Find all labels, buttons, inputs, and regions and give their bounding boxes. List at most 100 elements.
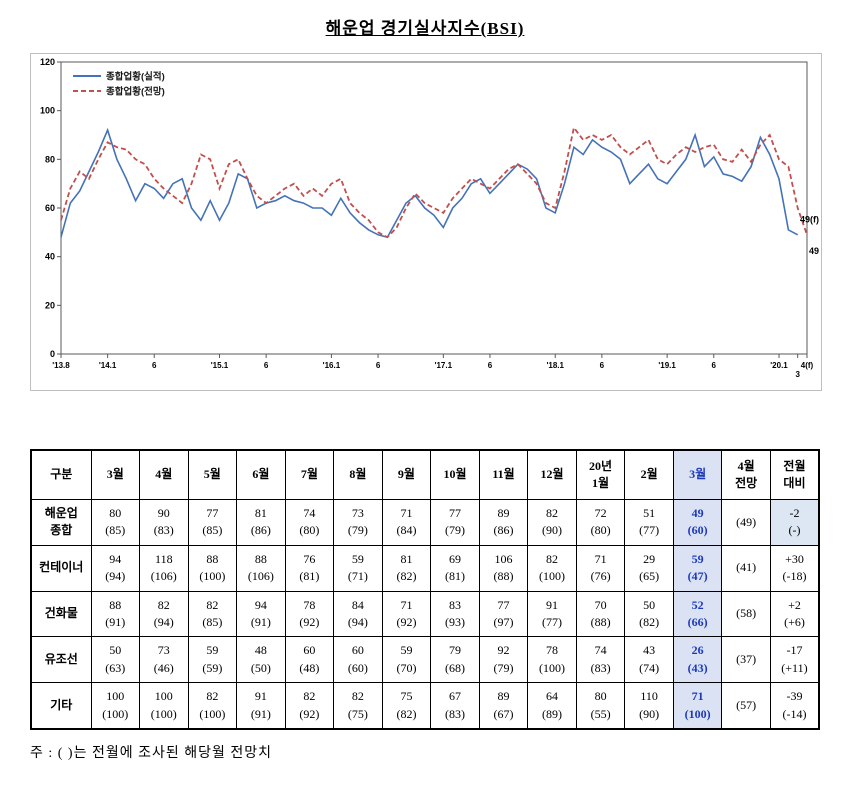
x-tick-label: 3	[795, 370, 800, 379]
x-tick-label: '17.1	[435, 361, 453, 370]
table-cell: 71 (92)	[381, 590, 432, 638]
legend-label: 종합업황(실적)	[106, 71, 165, 83]
table-cell: -39 (-14)	[769, 682, 820, 730]
table-row: 해운업 종합 80 (85) 90 (83) 77 (85) 81 (86) 74 (80…	[30, 499, 820, 546]
table-cell: 81 (82)	[381, 544, 432, 592]
row-label: 유조선	[30, 636, 92, 684]
x-tick-label: 6	[376, 361, 381, 370]
table-cell: 59 (71)	[333, 544, 383, 592]
table-cell: 82 (100)	[527, 544, 577, 592]
table-row: 건화물 88 (91) 82 (94) 82 (85) 94 (91) 78 (92) 84…	[30, 590, 820, 638]
x-tick-label: 6	[488, 361, 493, 370]
row-label: 기타	[30, 682, 92, 730]
row-label: 해운업 종합	[30, 499, 92, 546]
table-cell: 74 (83)	[575, 636, 626, 684]
col-header: 전월 대비	[769, 449, 820, 500]
table-cell: 75 (82)	[381, 682, 432, 730]
y-tick-label: 0	[50, 349, 55, 359]
col-header: 8월	[333, 449, 383, 500]
series-forecast-line	[60, 125, 808, 239]
table-cell: (57)	[721, 682, 771, 730]
table-cell: 89 (67)	[478, 682, 529, 730]
col-header: 4월	[139, 449, 189, 500]
table-cell: 70 (88)	[575, 590, 626, 638]
table-cell: (37)	[721, 636, 771, 684]
x-tick-label: 6	[264, 361, 269, 370]
x-tick-label: 6	[152, 361, 157, 370]
table-cell: 83 (93)	[430, 590, 480, 638]
table-cell: 82 (92)	[284, 682, 335, 730]
table-cell: 90 (83)	[139, 499, 189, 546]
report-page: 해운업 경기실사지수(BSI) 0 20 40 60 80 100 120 '13.8 '14.…	[30, 19, 822, 761]
series-actual-line	[60, 127, 799, 239]
table-cell: 80 (55)	[575, 682, 626, 730]
legend-label: 종합업황(전망)	[106, 86, 165, 98]
bsi-table: 구분 3월 4월 5월 6월 7월 8월 9월 10월 11월 12월 20년 1월 2월 3월 4월 전망…	[30, 449, 820, 730]
table-cell: 106 (88)	[478, 544, 529, 592]
table-cell: 64 (89)	[527, 682, 577, 730]
y-tick-label: 80	[45, 154, 55, 164]
table-cell: 59 (70)	[381, 636, 432, 684]
table-cell: 91 (77)	[527, 590, 577, 638]
table-row: 컨테이너 94 (94) 118 (106) 88 (100) 88 (106) 76 (…	[30, 544, 820, 592]
table-cell: 100 (100)	[90, 682, 141, 730]
col-header: 6월	[236, 449, 286, 500]
table-cell: 94 (91)	[236, 590, 286, 638]
y-tick-label: 60	[45, 203, 55, 213]
table-cell: -17 (+11)	[769, 636, 820, 684]
table-cell: 49 (60)	[672, 499, 723, 546]
table-cell: 71 (84)	[381, 499, 432, 546]
table-cell: 77 (79)	[430, 499, 480, 546]
header-row: 구분 3월 4월 5월 6월 7월 8월 9월 10월 11월 12월 20년 1월 2월 3월 4월 전망…	[30, 449, 820, 500]
table-cell: 82 (85)	[187, 590, 238, 638]
table-cell: -2 (-)	[769, 499, 820, 546]
table-cell: 77 (97)	[478, 590, 529, 638]
table-cell: (49)	[721, 499, 771, 546]
table-cell: 26 (43)	[672, 636, 723, 684]
row-label: 건화물	[30, 590, 92, 638]
plot-border	[60, 61, 808, 355]
col-header: 4월 전망	[721, 449, 771, 500]
col-header: 10월	[430, 449, 480, 500]
table-row: 유조선 50 (63) 73 (46) 59 (59) 48 (50) 60 (48) 60…	[30, 636, 820, 684]
table-cell: 72 (80)	[575, 499, 626, 546]
table-cell: +2 (+6)	[769, 590, 820, 638]
x-tick-label: '16.1	[323, 361, 341, 370]
table-cell: 82 (100)	[187, 682, 238, 730]
table-cell: 67 (83)	[430, 682, 480, 730]
table-cell: 59 (47)	[672, 544, 723, 592]
y-tick-label: 40	[45, 252, 55, 262]
col-header: 12월	[527, 449, 577, 500]
table-cell: 78 (100)	[527, 636, 577, 684]
table-cell: 50 (82)	[624, 590, 674, 638]
table-cell: 74 (80)	[284, 499, 335, 546]
y-tick-label: 20	[45, 300, 55, 310]
table-cell: 51 (77)	[624, 499, 674, 546]
col-header: 2월	[624, 449, 674, 500]
table-cell: 81 (86)	[236, 499, 286, 546]
col-header: 9월	[381, 449, 432, 500]
col-header: 3월	[672, 449, 723, 500]
x-tick-label: '13.8	[52, 361, 70, 370]
col-header: 3월	[90, 449, 141, 500]
table-cell: 76 (81)	[284, 544, 335, 592]
table-cell: 89 (86)	[478, 499, 529, 546]
x-tick-label: '18.1	[546, 361, 564, 370]
bsi-chart: 0 20 40 60 80 100 120 '13.8 '14.1 6 '15.1 6 '16.1 6 '1…	[30, 53, 822, 391]
table-cell: 50 (63)	[90, 636, 141, 684]
col-header: 7월	[284, 449, 335, 500]
table-cell: 88 (91)	[90, 590, 141, 638]
table-cell: 84 (94)	[333, 590, 383, 638]
table-cell: 71 (100)	[672, 682, 723, 730]
table-cell: 71 (76)	[575, 544, 626, 592]
footnote: 주 : ( )는 전월에 조사된 해당월 전망치	[30, 745, 273, 761]
x-tick-label: 4(f)	[801, 361, 814, 370]
table-cell: 110 (90)	[624, 682, 674, 730]
table-cell: 91 (91)	[236, 682, 286, 730]
table-cell: 73 (46)	[139, 636, 189, 684]
table-cell: 80 (85)	[90, 499, 141, 546]
x-tick-label: '15.1	[211, 361, 229, 370]
table-cell: 82 (94)	[139, 590, 189, 638]
table-cell: 52 (66)	[672, 590, 723, 638]
table-row: 기타 100 (100) 100 (100) 82 (100) 91 (91) 82 (9…	[30, 682, 820, 730]
